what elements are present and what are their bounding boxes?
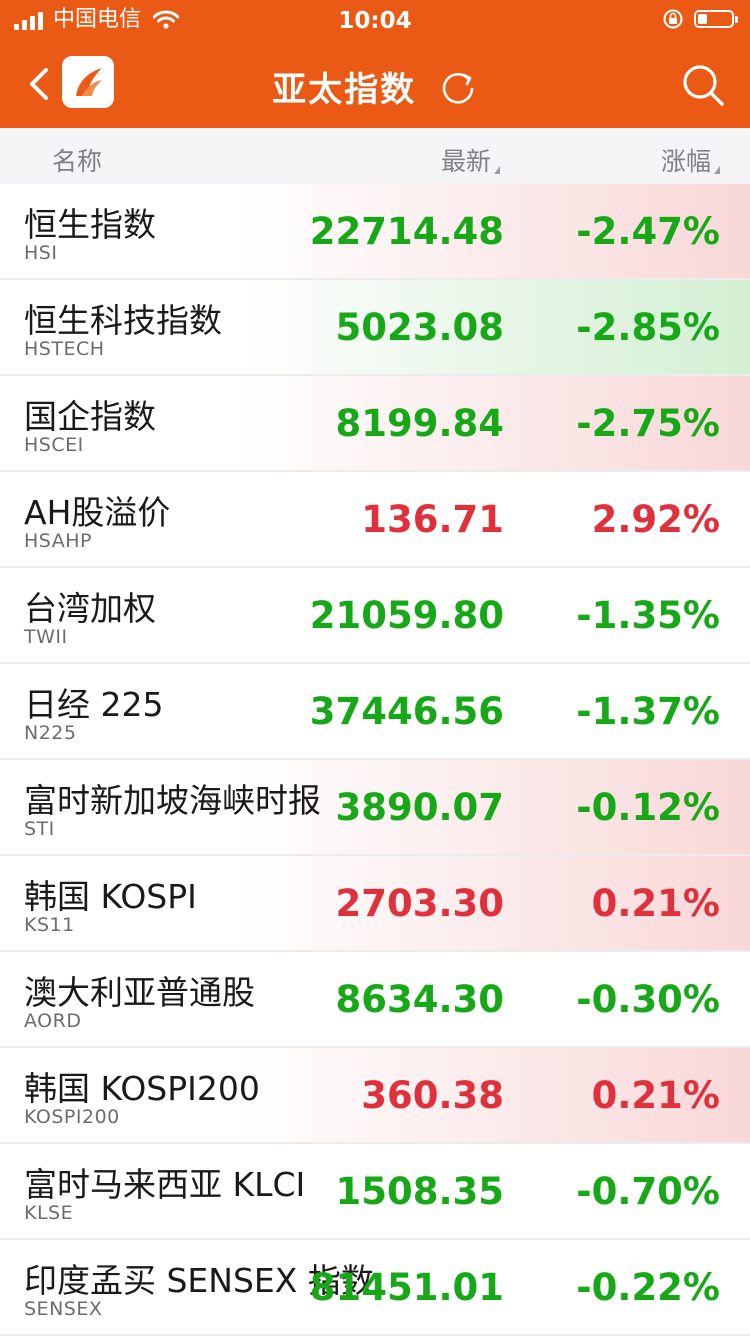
clock: 10:04 (338, 8, 412, 34)
index-change: -1.37% (576, 690, 720, 733)
index-change: -0.70% (576, 1170, 720, 1213)
index-code: HSAHP (24, 530, 92, 552)
index-change: -2.47% (576, 210, 720, 253)
index-name: 日经 225 (24, 685, 164, 724)
index-list: 恒生指数 HSI 22714.48 -2.47% 恒生科技指数 HSTECH 5… (0, 184, 750, 1336)
rotation-lock-icon (663, 9, 683, 29)
sort-latest-button[interactable]: 最新 (441, 142, 500, 178)
sort-indicator-icon (494, 166, 500, 174)
index-name: 恒生指数 (24, 205, 156, 244)
index-change: 0.21% (591, 1074, 720, 1117)
index-row-twii[interactable]: 台湾加权 TWII 21059.80 -1.35% (0, 568, 750, 664)
index-change: 2.92% (591, 498, 720, 541)
wifi-icon (153, 10, 180, 29)
index-name: 印度孟买 SENSEX 指数 (24, 1261, 374, 1300)
sort-change-button[interactable]: 涨幅 (661, 142, 720, 178)
index-row-ks11[interactable]: 韩国 KOSPI KS11 2703.30 0.21% (0, 856, 750, 952)
index-code: KS11 (24, 914, 75, 936)
refresh-icon[interactable] (438, 67, 478, 107)
logo-mark (76, 68, 102, 96)
index-change: -0.12% (576, 786, 720, 829)
index-change: -1.35% (576, 594, 720, 637)
index-code: TWII (24, 626, 68, 648)
index-row-sensex[interactable]: 印度孟买 SENSEX 指数 SENSEX 81451.01 -0.22% (0, 1240, 750, 1336)
index-latest: 8199.84 (335, 402, 504, 445)
page-title: 亚太指数 (272, 70, 417, 110)
index-name: 国企指数 (24, 397, 156, 436)
index-name: AH股溢价 (24, 493, 171, 532)
index-row-kospi200[interactable]: 韩国 KOSPI200 KOSPI200 360.38 0.21% (0, 1048, 750, 1144)
index-change: -0.22% (576, 1266, 720, 1309)
index-latest: 136.71 (361, 498, 504, 541)
index-name: 台湾加权 (24, 589, 156, 628)
sort-indicator-icon (714, 166, 720, 174)
carrier-name: 中国电信 (53, 7, 142, 32)
status-left: 中国电信 (14, 7, 180, 32)
index-row-klse[interactable]: 富时马来西亚 KLCI KLSE 1508.35 -0.70% (0, 1144, 750, 1240)
index-latest: 21059.80 (309, 594, 504, 637)
index-row-sti[interactable]: 富时新加坡海峡时报 STI 3890.07 -0.12% (0, 760, 750, 856)
index-code: HSTECH (24, 338, 105, 360)
index-name: 富时马来西亚 KLCI (24, 1165, 306, 1204)
index-code: HSI (24, 242, 58, 264)
index-latest: 81451.01 (309, 1266, 504, 1309)
index-name: 富时新加坡海峡时报 (24, 781, 321, 820)
index-latest: 2703.30 (335, 882, 504, 925)
index-change: 0.21% (591, 882, 720, 925)
index-code: SENSEX (24, 1298, 103, 1320)
index-latest: 1508.35 (335, 1170, 504, 1213)
index-change: -2.85% (576, 306, 720, 349)
index-code: AORD (24, 1010, 82, 1032)
signal-icon (14, 10, 43, 30)
index-latest: 3890.07 (335, 786, 504, 829)
index-latest: 22714.48 (309, 210, 504, 253)
header-latest-label: 最新 (440, 147, 491, 176)
index-code: N225 (24, 722, 77, 744)
index-row-hsahp[interactable]: AH股溢价 HSAHP 136.71 2.92% (0, 472, 750, 568)
index-latest: 5023.08 (335, 306, 504, 349)
column-header: 名称 最新 涨幅 (0, 128, 750, 184)
index-name: 韩国 KOSPI (24, 877, 197, 916)
index-code: KLSE (24, 1202, 74, 1224)
index-latest: 8634.30 (335, 978, 504, 1021)
search-icon[interactable] (680, 62, 726, 108)
index-row-hstech[interactable]: 恒生科技指数 HSTECH 5023.08 -2.85% (0, 280, 750, 376)
header-name: 名称 (52, 147, 103, 176)
index-name: 恒生科技指数 (24, 301, 222, 340)
index-code: STI (24, 818, 55, 840)
index-name: 澳大利亚普通股 (24, 973, 255, 1012)
index-name: 韩国 KOSPI200 (24, 1069, 260, 1108)
index-row-hsi[interactable]: 恒生指数 HSI 22714.48 -2.47% (0, 184, 750, 280)
header-change-label: 涨幅 (660, 147, 711, 176)
index-code: HSCEI (24, 434, 84, 456)
index-change: -0.30% (576, 978, 720, 1021)
page-title-wrap: 亚太指数 (0, 62, 750, 111)
index-code: KOSPI200 (24, 1106, 120, 1128)
nav-bar: 亚太指数 (0, 40, 750, 128)
status-right (662, 8, 738, 30)
battery-icon (694, 10, 738, 28)
app-logo-icon[interactable] (62, 56, 114, 108)
index-change: -2.75% (576, 402, 720, 445)
index-latest: 360.38 (361, 1074, 504, 1117)
index-row-aord[interactable]: 澳大利亚普通股 AORD 8634.30 -0.30% (0, 952, 750, 1048)
status-bar: 中国电信 10:04 (0, 0, 750, 40)
index-row-n225[interactable]: 日经 225 N225 37446.56 -1.37% (0, 664, 750, 760)
index-latest: 37446.56 (309, 690, 504, 733)
back-button[interactable] (22, 62, 58, 106)
index-row-hscei[interactable]: 国企指数 HSCEI 8199.84 -2.75% (0, 376, 750, 472)
